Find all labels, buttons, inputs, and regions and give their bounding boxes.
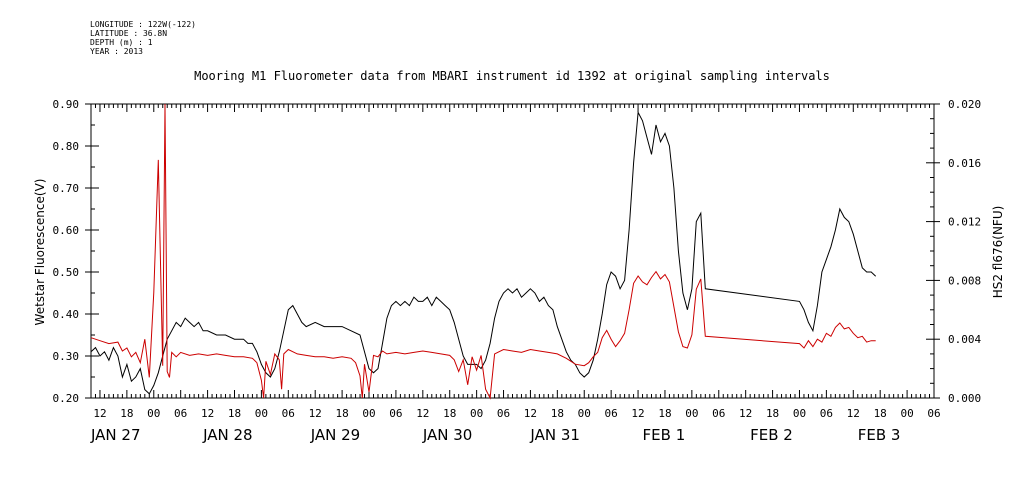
- x-tick-label: 18: [658, 407, 671, 420]
- y2-tick-label: 0.020: [948, 98, 981, 111]
- x-tick-label: 06: [820, 407, 833, 420]
- x-tick-label: 00: [470, 407, 483, 420]
- date-label: JAN 30: [422, 426, 473, 444]
- axis-ticks: [90, 104, 935, 398]
- y2-tick-label: 0.012: [948, 216, 981, 229]
- x-tick-label: 18: [551, 407, 564, 420]
- date-label: JAN 29: [310, 426, 361, 444]
- x-tick-label: 00: [793, 407, 806, 420]
- y2-tick-label: 0.000: [948, 392, 981, 405]
- date-label: FEB 1: [643, 426, 686, 444]
- x-tick-label: 18: [335, 407, 348, 420]
- x-tick-label: 18: [443, 407, 456, 420]
- x-tick-label: 00: [362, 407, 375, 420]
- y-tick-label: 0.30: [53, 350, 80, 363]
- depth-text: DEPTH (m) : 1: [90, 38, 153, 47]
- x-tick-label: 06: [389, 407, 402, 420]
- y-axis-label: Wetstar Fluorescence(V): [33, 179, 47, 326]
- metadata-block: LONGITUDE : 122W(-122) LATITUDE : 36.8N …: [90, 20, 196, 56]
- x-tick-label: 18: [766, 407, 779, 420]
- x-tick-label: 18: [874, 407, 887, 420]
- date-label: FEB 3: [858, 426, 901, 444]
- y-tick-label: 0.50: [53, 266, 80, 279]
- y-tick-label: 0.40: [53, 308, 80, 321]
- x-tick-label: 18: [120, 407, 133, 420]
- x-tick-label: 06: [605, 407, 618, 420]
- y-tick-label: 0.90: [53, 98, 80, 111]
- y-tick-label: 0.70: [53, 182, 80, 195]
- x-tick-label: 12: [201, 407, 214, 420]
- x-tick-label: 00: [685, 407, 698, 420]
- x-tick-label: 12: [309, 407, 322, 420]
- latitude-text: LATITUDE : 36.8N: [90, 29, 168, 38]
- year-text: YEAR : 2013: [90, 47, 143, 56]
- x-tick-label: 12: [93, 407, 106, 420]
- x-tick-label: 00: [147, 407, 160, 420]
- y2-axis-label: HS2 fl676(NFU): [991, 206, 1005, 299]
- y2-tick-label: 0.016: [948, 157, 981, 170]
- date-label: JAN 31: [529, 426, 580, 444]
- x-tick-label: 00: [255, 407, 268, 420]
- x-tick-label: 12: [847, 407, 860, 420]
- chart-title: Mooring M1 Fluorometer data from MBARI i…: [194, 69, 830, 83]
- x-tick-label: 12: [739, 407, 752, 420]
- hs2-fl676-line: [90, 103, 876, 400]
- x-tick-label: 06: [497, 407, 510, 420]
- left-axis: 0.20 0.30 0.40 0.50 0.60 0.70 0.80 0.90: [53, 98, 99, 405]
- x-tick-label: 12: [524, 407, 537, 420]
- x-tick-label: 00: [900, 407, 913, 420]
- y-tick-label: 0.80: [53, 140, 80, 153]
- x-tick-label: 00: [578, 407, 591, 420]
- wetstar-fluorescence-line: [90, 110, 877, 395]
- x-tick-label: 06: [712, 407, 725, 420]
- series-group: [90, 103, 877, 400]
- longitude-text: LONGITUDE : 122W(-122): [90, 20, 196, 29]
- y2-tick-label: 0.004: [948, 333, 981, 346]
- right-axis: 0.000 0.004 0.008 0.012 0.016 0.020: [926, 98, 981, 405]
- x-axis: 12 18 00 06 12 18 00 06 12 18 00 06 12 18 00 06 12 18 00 06…: [93, 407, 940, 420]
- date-label: JAN 27: [90, 426, 141, 444]
- date-label: JAN 28: [202, 426, 253, 444]
- date-label: FEB 2: [750, 426, 793, 444]
- y-tick-label: 0.20: [53, 392, 80, 405]
- x-tick-label: 12: [416, 407, 429, 420]
- x-tick-label: 06: [174, 407, 187, 420]
- y-tick-label: 0.60: [53, 224, 80, 237]
- x-tick-label: 12: [631, 407, 644, 420]
- x-tick-label: 06: [282, 407, 295, 420]
- y2-tick-label: 0.008: [948, 274, 981, 287]
- x-tick-label: 06: [927, 407, 940, 420]
- x-tick-label: 18: [228, 407, 241, 420]
- date-labels: JAN 27 JAN 28 JAN 29 JAN 30 JAN 31 FEB 1 FEB 2…: [90, 426, 900, 444]
